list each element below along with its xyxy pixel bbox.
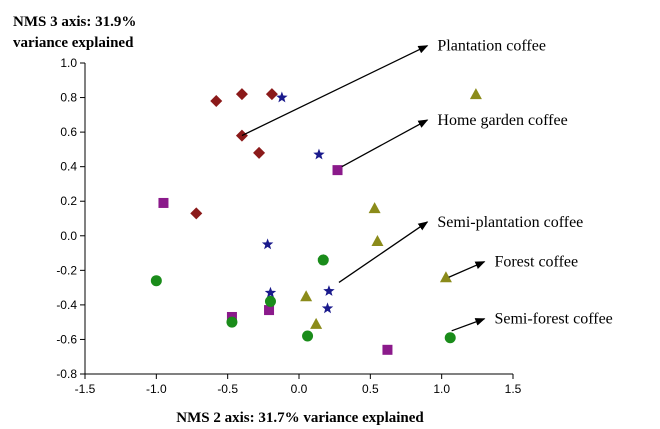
square-point <box>158 197 169 208</box>
circle-point <box>226 316 238 328</box>
diamond-point <box>235 88 248 101</box>
triangle-point <box>371 234 384 246</box>
annotation-label: Plantation coffee <box>437 38 546 55</box>
triangle-point <box>310 317 323 329</box>
annotation-arrow <box>338 221 429 283</box>
x-tick-label: 0.5 <box>362 382 379 396</box>
star-point <box>264 286 277 298</box>
y-tick-label: 0.2 <box>60 194 77 208</box>
circle-point <box>317 254 329 266</box>
star-point <box>313 148 325 160</box>
x-tick-label: 1.5 <box>505 382 522 396</box>
y-tick-label: -0.6 <box>56 332 77 346</box>
diamond-point <box>253 146 266 159</box>
x-tick-label: 0.0 <box>291 382 308 396</box>
star-point <box>261 238 274 250</box>
annotation-label: Semi-plantation coffee <box>437 214 583 231</box>
x-tick-label: -0.5 <box>217 382 238 396</box>
diamond-point <box>190 207 203 220</box>
y-tick-label: 0.8 <box>60 91 77 105</box>
x-tick-label: -1.5 <box>75 382 96 396</box>
y-axis-title-line-1: NMS 3 axis: 31.9% <box>13 14 136 30</box>
y-tick-label: -0.4 <box>56 298 77 312</box>
x-tick-label: 1.0 <box>433 382 450 396</box>
annotation-label: Home garden coffee <box>437 112 567 129</box>
circle-point <box>302 330 314 342</box>
annotation-arrow <box>451 318 486 332</box>
annotation-arrow <box>341 119 429 168</box>
star-point <box>321 302 334 314</box>
y-tick-label: -0.2 <box>56 263 77 277</box>
annotation-arrow <box>241 45 429 137</box>
y-tick-label: 1.0 <box>60 56 77 70</box>
annotation-arrow <box>448 261 486 278</box>
annotation-label: Semi-forest coffee <box>494 311 612 328</box>
annotation-label: Forest coffee <box>494 254 578 271</box>
triangle-point <box>368 202 381 214</box>
triangle-point <box>439 271 452 283</box>
y-axis-title-line-2: variance explained <box>13 35 134 51</box>
circle-point <box>264 295 276 307</box>
x-axis-title: NMS 2 axis: 31.7% variance explained <box>176 410 424 426</box>
diamond-point <box>210 95 223 108</box>
diamond-point <box>265 88 278 101</box>
triangle-point <box>300 290 313 302</box>
star-point <box>323 285 335 296</box>
y-tick-label: 0.6 <box>60 125 77 139</box>
triangle-point <box>469 88 482 100</box>
y-tick-label: -0.8 <box>56 367 77 381</box>
x-tick-label: -1.0 <box>146 382 167 396</box>
square-point <box>382 344 393 355</box>
y-tick-label: 0.4 <box>60 160 77 174</box>
y-tick-label: 0.0 <box>60 229 77 243</box>
square-point <box>332 165 343 176</box>
square-point <box>264 305 275 316</box>
circle-point <box>444 332 456 344</box>
circle-point <box>150 275 162 287</box>
star-point <box>276 91 288 103</box>
